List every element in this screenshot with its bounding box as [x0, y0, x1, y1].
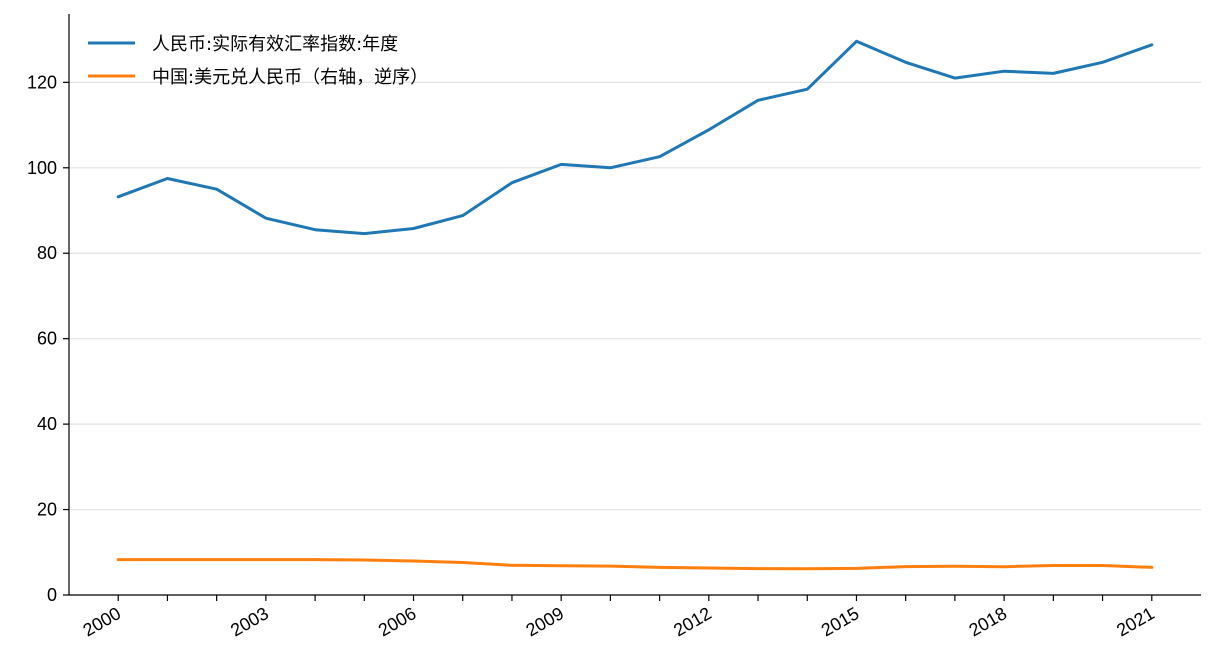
y-tick-label: 100 — [27, 158, 57, 178]
series-line-1 — [116, 558, 1154, 571]
y-ticks: 0 20 40 60 80 100 120 — [27, 72, 69, 605]
legend-label-usdcny: 中国:美元兑人民币（右轴，逆序） — [152, 67, 428, 88]
x-tick-label: 2012 — [670, 603, 715, 640]
series-line-0 — [116, 39, 1154, 236]
y-tick-label: 120 — [27, 72, 57, 92]
y-gridlines — [69, 81, 1201, 511]
y-tick-label: 60 — [37, 329, 57, 349]
axes — [68, 14, 1201, 596]
x-tick-label: 2015 — [818, 603, 863, 640]
y-tick-label: 40 — [37, 414, 57, 434]
x-ticks: 2000 2003 2006 2009 2012 2015 2018 2021 — [80, 595, 1158, 640]
x-tick-label: 2009 — [522, 603, 567, 640]
y-tick-label: 20 — [37, 500, 57, 520]
legend-entry-reer: 人民币:实际有效汇率指数:年度 — [88, 34, 398, 55]
legend-entry-usdcny: 中国:美元兑人民币（右轴，逆序） — [88, 67, 428, 88]
x-tick-label: 2006 — [375, 603, 420, 640]
y-tick-label: 0 — [47, 585, 57, 605]
x-tick-label: 2018 — [965, 603, 1010, 640]
legend-label-reer: 人民币:实际有效汇率指数:年度 — [152, 34, 398, 55]
legend: 人民币:实际有效汇率指数:年度 中国:美元兑人民币（右轴，逆序） — [88, 34, 428, 88]
series-lines — [116, 39, 1154, 571]
x-tick-label: 2021 — [1113, 603, 1158, 640]
x-tick-label: 2000 — [80, 603, 125, 640]
y-tick-label: 80 — [37, 243, 57, 263]
x-tick-label: 2003 — [227, 603, 272, 640]
